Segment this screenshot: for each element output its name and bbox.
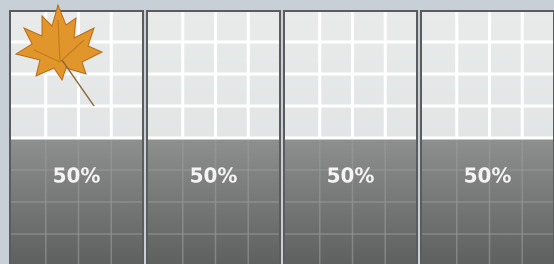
panel-label: 50% xyxy=(464,164,512,188)
page: 50%50%50%50% (() => { const data = JSON.… xyxy=(0,0,554,264)
panel-label: 50% xyxy=(190,164,238,188)
scene: 50% 50% 50% 50% xyxy=(0,0,554,264)
panel-label: 50% xyxy=(327,164,375,188)
panel-label: 50% xyxy=(53,164,101,188)
